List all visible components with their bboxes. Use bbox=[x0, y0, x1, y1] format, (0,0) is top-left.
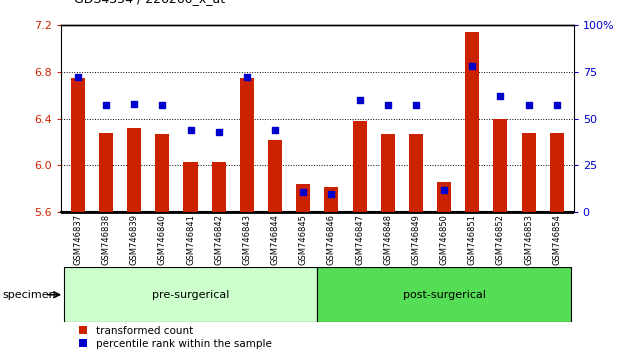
Point bbox=[552, 103, 562, 108]
Legend: transformed count, percentile rank within the sample: transformed count, percentile rank withi… bbox=[79, 326, 272, 349]
Point bbox=[467, 63, 478, 69]
Bar bbox=[296, 184, 310, 212]
Bar bbox=[212, 162, 226, 212]
Text: GSM746850: GSM746850 bbox=[440, 214, 449, 265]
Text: GSM746837: GSM746837 bbox=[73, 214, 82, 265]
Bar bbox=[127, 128, 141, 212]
Point bbox=[72, 74, 83, 80]
Bar bbox=[183, 162, 197, 212]
Text: GSM746844: GSM746844 bbox=[271, 214, 279, 265]
Point bbox=[298, 189, 308, 195]
Text: GSM746852: GSM746852 bbox=[496, 214, 505, 265]
Text: GSM746851: GSM746851 bbox=[468, 214, 477, 265]
Text: GSM746842: GSM746842 bbox=[214, 214, 223, 265]
Bar bbox=[63, 267, 317, 322]
Bar bbox=[550, 133, 564, 212]
Point bbox=[157, 103, 167, 108]
Text: GSM746838: GSM746838 bbox=[101, 214, 110, 265]
Text: GSM746849: GSM746849 bbox=[412, 214, 420, 265]
Bar bbox=[381, 134, 395, 212]
Bar bbox=[437, 182, 451, 212]
Text: GSM746853: GSM746853 bbox=[524, 214, 533, 265]
Bar bbox=[240, 78, 254, 212]
Bar bbox=[155, 134, 169, 212]
Point bbox=[411, 103, 421, 108]
Point bbox=[354, 97, 365, 103]
Text: post-surgerical: post-surgerical bbox=[403, 290, 486, 300]
Point bbox=[326, 191, 337, 196]
Point bbox=[213, 129, 224, 135]
Point bbox=[185, 127, 196, 133]
Text: GSM746846: GSM746846 bbox=[327, 214, 336, 265]
Bar bbox=[353, 121, 367, 212]
Bar bbox=[317, 267, 571, 322]
Point bbox=[270, 127, 280, 133]
Text: GDS4354 / 226260_x_at: GDS4354 / 226260_x_at bbox=[74, 0, 225, 5]
Text: pre-surgerical: pre-surgerical bbox=[152, 290, 229, 300]
Point bbox=[495, 93, 506, 99]
Bar bbox=[494, 119, 508, 212]
Text: GSM746847: GSM746847 bbox=[355, 214, 364, 265]
Text: GSM746839: GSM746839 bbox=[129, 214, 138, 265]
Text: specimen: specimen bbox=[2, 290, 56, 300]
Bar bbox=[71, 78, 85, 212]
Text: GSM746843: GSM746843 bbox=[242, 214, 251, 265]
Bar bbox=[324, 187, 338, 212]
Bar bbox=[99, 133, 113, 212]
Bar bbox=[409, 134, 423, 212]
Point bbox=[129, 101, 139, 107]
Point bbox=[383, 103, 393, 108]
Text: GSM746840: GSM746840 bbox=[158, 214, 167, 265]
Text: GSM746845: GSM746845 bbox=[299, 214, 308, 265]
Point bbox=[524, 103, 534, 108]
Text: GSM746848: GSM746848 bbox=[383, 214, 392, 265]
Bar bbox=[465, 32, 479, 212]
Point bbox=[101, 103, 111, 108]
Bar bbox=[522, 133, 536, 212]
Point bbox=[439, 187, 449, 193]
Text: GSM746841: GSM746841 bbox=[186, 214, 195, 265]
Bar bbox=[268, 140, 282, 212]
Text: GSM746854: GSM746854 bbox=[553, 214, 562, 265]
Point bbox=[242, 74, 252, 80]
